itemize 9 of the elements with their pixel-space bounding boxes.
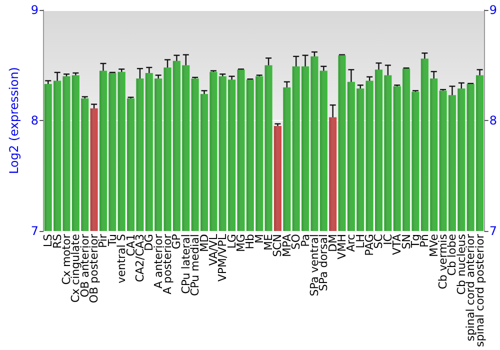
y2-tick-label: 7 <box>489 224 498 238</box>
x-tick-label: OB posterior <box>88 234 101 304</box>
y2-tick-label: 9 <box>489 3 498 17</box>
y-tick-label: 9 <box>30 3 39 17</box>
y2-tick-label: 8 <box>489 114 498 128</box>
y-axis-title: Log2 (expression) <box>7 67 21 174</box>
x-tick-label: A posterior <box>161 234 174 294</box>
y-tick-label: 7 <box>30 224 39 238</box>
y-tick-label: 8 <box>30 114 39 128</box>
